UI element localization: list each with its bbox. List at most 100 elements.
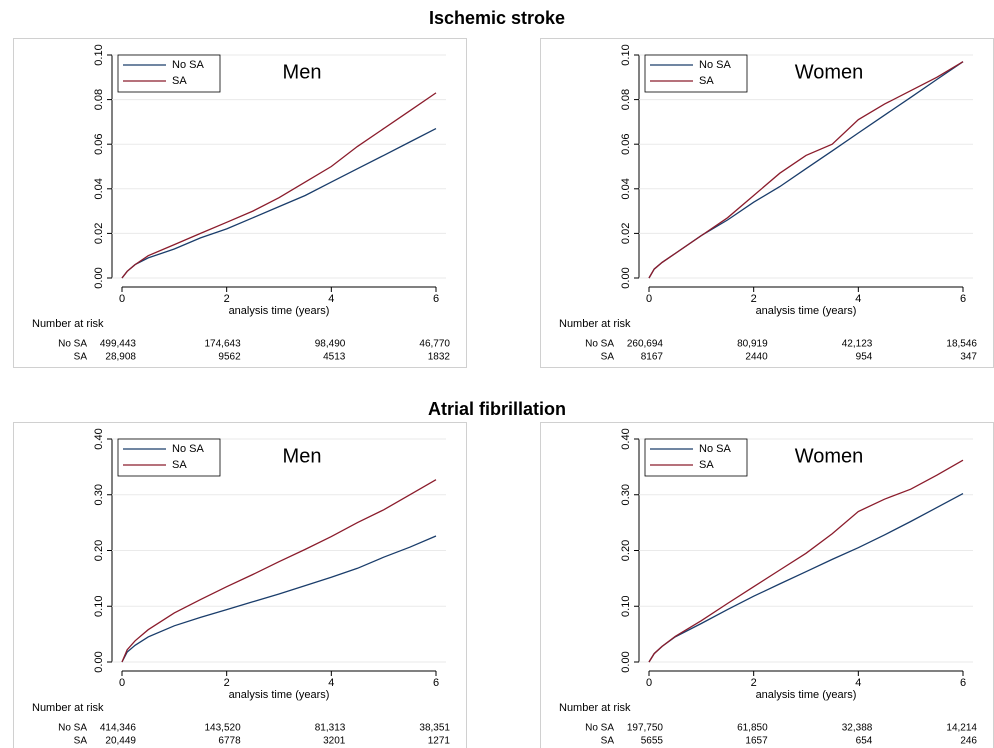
- risk-cell: 80,919: [737, 339, 768, 350]
- y-tick-label: 0.40: [620, 428, 632, 449]
- legend-label: No SA: [699, 443, 731, 455]
- risk-cell: 1657: [745, 736, 768, 747]
- risk-cell: 28,908: [105, 352, 136, 363]
- risk-cell: 61,850: [737, 723, 768, 734]
- risk-row-name: No SA: [585, 723, 614, 734]
- y-tick-label: 0.20: [620, 540, 632, 561]
- legend-box: [644, 54, 748, 93]
- legend-label: SA: [172, 459, 187, 471]
- x-tick-label: 2: [751, 293, 757, 305]
- y-tick-label: 0.00: [93, 267, 105, 288]
- risk-cell: 197,750: [627, 723, 664, 734]
- y-tick-label: 0.20: [93, 540, 105, 561]
- y-tick-label: 0.10: [93, 44, 105, 65]
- x-tick-label: 2: [224, 677, 230, 689]
- risk-row-name: No SA: [58, 339, 87, 350]
- legend-label: SA: [172, 75, 187, 87]
- legend-box: [644, 438, 748, 477]
- y-tick-label: 0.00: [620, 651, 632, 672]
- x-tick-label: 4: [855, 293, 861, 305]
- risk-cell: 260,694: [627, 339, 664, 350]
- risk-cell: 954: [856, 352, 873, 363]
- risk-cell: 5655: [641, 736, 664, 747]
- risk-cell: 2440: [745, 352, 768, 363]
- x-tick-label: 2: [751, 677, 757, 689]
- risk-cell: 4513: [323, 352, 346, 363]
- y-tick-label: 0.10: [620, 44, 632, 65]
- x-tick-label: 2: [224, 293, 230, 305]
- y-tick-label: 0.10: [93, 596, 105, 617]
- series-line: [121, 535, 437, 663]
- risk-cell: 14,214: [946, 723, 977, 734]
- panel-title: Women: [795, 445, 864, 467]
- risk-cell: 499,443: [100, 339, 137, 350]
- x-tick-label: 6: [433, 293, 439, 305]
- y-tick-label: 0.08: [620, 89, 632, 110]
- legend-label: No SA: [172, 59, 204, 71]
- x-tick-label: 4: [328, 677, 334, 689]
- x-tick-label: 6: [960, 293, 966, 305]
- x-tick-label: 4: [855, 677, 861, 689]
- x-axis-label: analysis time (years): [756, 305, 857, 317]
- panel-frame: [13, 422, 467, 748]
- risk-row-name: SA: [74, 352, 88, 363]
- y-tick-label: 0.00: [93, 651, 105, 672]
- series-line: [121, 92, 437, 279]
- risk-table-title: Number at risk: [32, 318, 104, 330]
- risk-cell: 143,520: [205, 723, 242, 734]
- panel-frame: [13, 38, 467, 368]
- x-tick-label: 0: [646, 677, 652, 689]
- y-tick-label: 0.30: [93, 484, 105, 505]
- legend-box: [117, 54, 221, 93]
- risk-cell: 20,449: [105, 736, 136, 747]
- risk-row-name: No SA: [58, 723, 87, 734]
- panel-title: Women: [795, 61, 864, 83]
- legend-label: SA: [699, 459, 714, 471]
- risk-cell: 38,351: [419, 723, 450, 734]
- series-line: [121, 128, 437, 279]
- x-tick-label: 6: [960, 677, 966, 689]
- risk-cell: 3201: [323, 736, 346, 747]
- series-line: [648, 493, 964, 663]
- y-tick-label: 0.10: [620, 596, 632, 617]
- series-line: [648, 61, 964, 279]
- legend-label: SA: [699, 75, 714, 87]
- series-line: [121, 479, 437, 663]
- y-tick-label: 0.04: [93, 178, 105, 199]
- risk-cell: 174,643: [205, 339, 242, 350]
- risk-cell: 32,388: [842, 723, 873, 734]
- y-tick-label: 0.06: [93, 133, 105, 154]
- risk-row-name: No SA: [585, 339, 614, 350]
- risk-cell: 98,490: [315, 339, 346, 350]
- risk-table-title: Number at risk: [559, 318, 631, 330]
- risk-cell: 46,770: [419, 339, 450, 350]
- x-tick-label: 6: [433, 677, 439, 689]
- risk-cell: 9562: [218, 352, 241, 363]
- series-line: [648, 61, 964, 279]
- panel-title: Men: [283, 61, 322, 83]
- x-axis-label: analysis time (years): [756, 689, 857, 701]
- y-tick-label: 0.08: [93, 89, 105, 110]
- risk-cell: 414,346: [100, 723, 137, 734]
- series-line: [648, 459, 964, 663]
- y-tick-label: 0.00: [620, 267, 632, 288]
- risk-cell: 18,546: [946, 339, 977, 350]
- risk-row-name: SA: [601, 352, 615, 363]
- risk-cell: 246: [960, 736, 977, 747]
- y-tick-label: 0.30: [620, 484, 632, 505]
- risk-row-name: SA: [74, 736, 88, 747]
- x-tick-label: 0: [119, 293, 125, 305]
- risk-cell: 42,123: [842, 339, 873, 350]
- legend-label: No SA: [699, 59, 731, 71]
- risk-table-title: Number at risk: [32, 702, 104, 714]
- y-tick-label: 0.40: [93, 428, 105, 449]
- y-tick-label: 0.02: [93, 223, 105, 244]
- risk-cell: 347: [960, 352, 977, 363]
- risk-cell: 8167: [641, 352, 664, 363]
- section-title: Atrial fibrillation: [428, 399, 566, 419]
- risk-cell: 1832: [428, 352, 451, 363]
- legend-box: [117, 438, 221, 477]
